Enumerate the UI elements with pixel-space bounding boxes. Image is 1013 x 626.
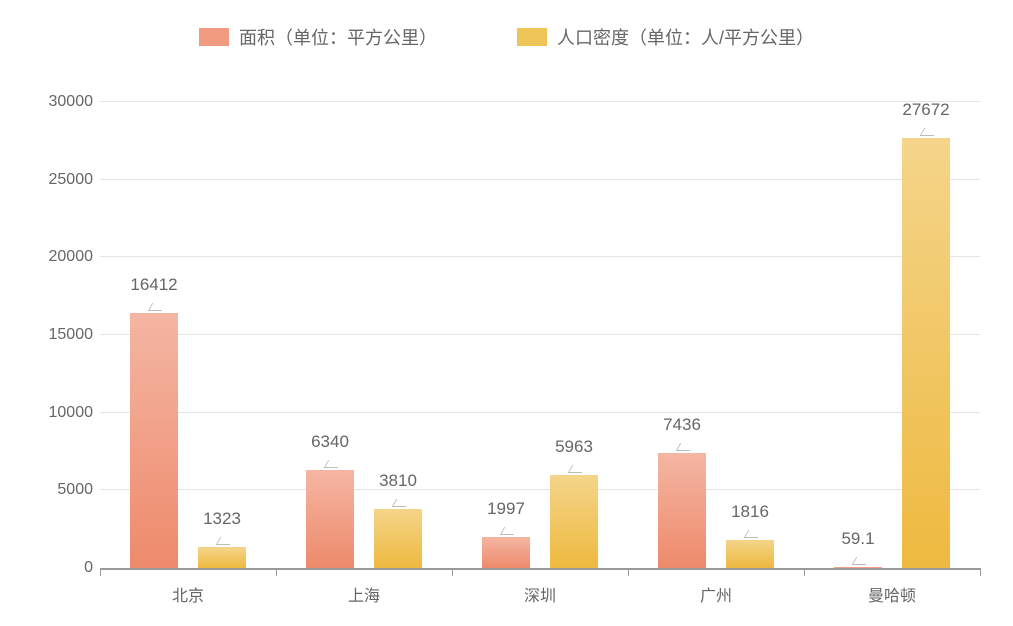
legend-item-area: 面积（单位：平方公里） [199,24,437,50]
bar [130,313,178,568]
bar-value-label: 7436 [663,415,701,435]
x-tick [452,568,453,576]
x-tick [804,568,805,576]
x-category-label: 深圳 [524,582,556,606]
label-leader [920,128,939,136]
bar-value-label: 6340 [311,432,349,452]
x-category-label: 北京 [172,582,204,606]
bar [198,547,246,568]
y-tick-label: 10000 [13,404,93,422]
label-leader [852,557,871,565]
bar-value-label: 16412 [130,275,177,295]
legend-item-density: 人口密度（单位：人/平方公里） [517,24,814,50]
gridline [100,101,980,102]
x-category-label: 曼哈顿 [868,582,916,606]
x-category-label: 上海 [348,582,380,606]
legend: 面积（单位：平方公里） 人口密度（单位：人/平方公里） [0,24,1013,50]
x-category-label: 广州 [700,582,732,606]
bar [306,470,354,568]
x-axis-line [100,568,980,570]
label-leader [148,303,167,311]
gridline [100,489,980,490]
y-tick-label: 25000 [13,171,93,189]
y-tick-label: 30000 [13,93,93,111]
gridline [100,412,980,413]
bar-value-label: 5963 [555,437,593,457]
plot-area: 16412 1323 6340 3810 1997 5963 7436 1816 59.1 276… [100,102,980,568]
label-leader [324,460,343,468]
bar [374,509,422,568]
gridline [100,334,980,335]
y-tick-label: 0 [13,559,93,577]
bar-value-label: 1816 [731,502,769,522]
gridline [100,256,980,257]
legend-label-area: 面积（单位：平方公里） [239,24,437,50]
legend-swatch-area [199,28,229,46]
x-tick [980,568,981,576]
label-leader [500,527,519,535]
chart-container: 面积（单位：平方公里） 人口密度（单位：人/平方公里） 16412 1323 634… [0,0,1013,626]
bar-value-label: 1997 [487,499,525,519]
legend-label-density: 人口密度（单位：人/平方公里） [557,24,814,50]
label-leader [216,537,235,545]
y-tick-label: 20000 [13,248,93,266]
bar-value-label: 27672 [902,100,949,120]
label-leader [568,465,587,473]
bar [482,537,530,568]
bar-value-label: 3810 [379,471,417,491]
legend-swatch-density [517,28,547,46]
bar-value-label: 1323 [203,509,241,529]
x-tick [100,568,101,576]
label-leader [744,530,763,538]
bar [726,540,774,568]
label-leader [392,499,411,507]
x-tick [628,568,629,576]
bar [902,138,950,568]
bar-value-label: 59.1 [841,529,874,549]
bar [550,475,598,568]
y-tick-label: 15000 [13,326,93,344]
bar [658,453,706,569]
y-tick-label: 5000 [13,481,93,499]
x-tick [276,568,277,576]
label-leader [676,443,695,451]
gridline [100,179,980,180]
